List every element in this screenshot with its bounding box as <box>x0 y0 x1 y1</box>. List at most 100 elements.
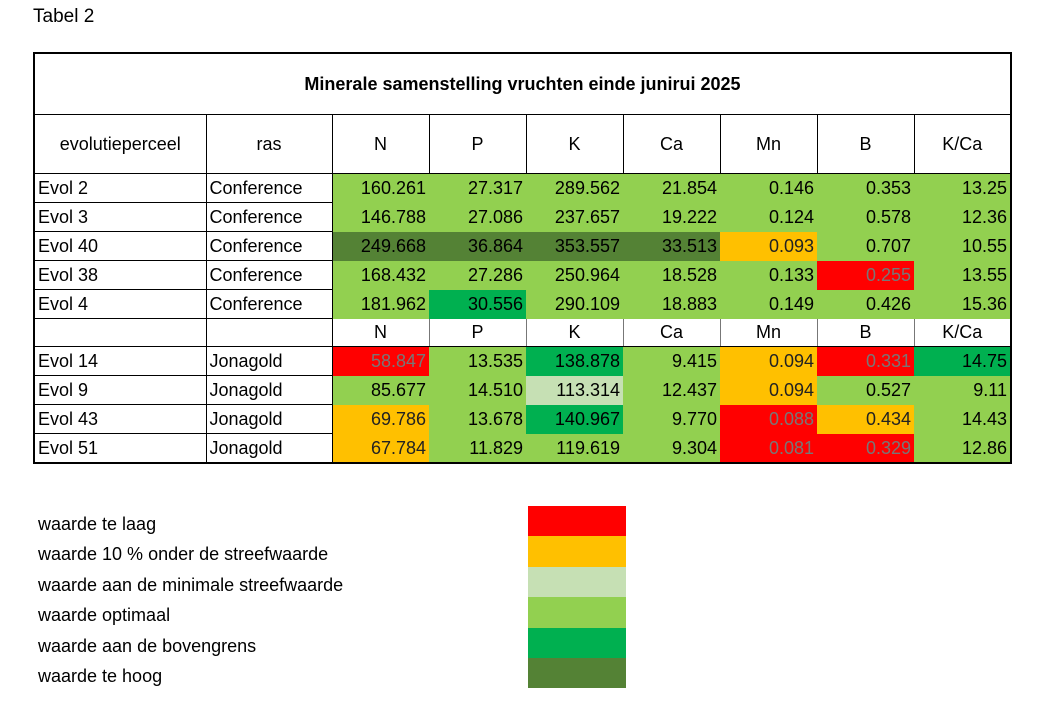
legend-label: waarde te laag <box>38 514 157 534</box>
legend-swatches <box>528 506 626 689</box>
column-header: ras <box>205 114 332 174</box>
header-row: evolutieperceel ras N P K Ca Mn B K/Ca <box>34 114 1011 174</box>
column-header: Ca <box>622 114 720 174</box>
value-cell: 289.562 <box>526 173 623 203</box>
ras-cell: Conference <box>206 202 333 232</box>
value-cell: 14.43 <box>914 404 1011 434</box>
table-row: Evol 9 Jonagold 85.677 14.510 113.314 12.437 0… <box>34 375 1011 405</box>
value-cell: 0.255 <box>817 260 914 290</box>
column-header: P <box>428 318 526 347</box>
value-cell: 27.317 <box>429 173 526 203</box>
ras-cell: Jonagold <box>206 346 333 376</box>
legend-swatch-onder <box>528 536 626 567</box>
value-cell: 27.286 <box>429 260 526 290</box>
ras-cell: Conference <box>206 260 333 290</box>
value-cell: 353.557 <box>526 231 623 261</box>
table-row: Evol 4 Conference 181.962 30.556 290.109 18.8… <box>34 289 1011 319</box>
value-cell: 146.788 <box>332 202 429 232</box>
value-cell: 13.25 <box>914 173 1011 203</box>
column-header: N <box>331 114 429 174</box>
value-cell: 249.668 <box>332 231 429 261</box>
subheader-row: N P K Ca Mn B K/Ca <box>34 318 1011 347</box>
perceel-cell: Evol 43 <box>34 404 207 434</box>
column-header: Mn <box>719 318 817 347</box>
value-cell: 0.707 <box>817 231 914 261</box>
column-header: K/Ca <box>913 114 1011 174</box>
legend-swatch-optimaal <box>528 597 626 628</box>
value-cell: 237.657 <box>526 202 623 232</box>
value-cell: 0.146 <box>720 173 817 203</box>
value-cell: 10.55 <box>914 231 1011 261</box>
value-cell: 36.864 <box>429 231 526 261</box>
table-caption: Tabel 2 <box>33 6 95 27</box>
value-cell: 113.314 <box>526 375 623 405</box>
table-title: Minerale samenstelling vruchten einde ju… <box>34 53 1011 115</box>
perceel-cell: Evol 51 <box>34 433 207 464</box>
value-cell: 138.878 <box>526 346 623 376</box>
value-cell: 0.434 <box>817 404 914 434</box>
column-header: P <box>428 114 526 174</box>
value-cell: 168.432 <box>332 260 429 290</box>
legend-label: waarde 10 % onder de streefwaarde <box>38 544 329 565</box>
perceel-cell: Evol 3 <box>34 202 207 232</box>
value-cell: 0.093 <box>720 231 817 261</box>
legend-label: waarde optimaal <box>38 605 171 626</box>
value-cell: 13.678 <box>429 404 526 434</box>
value-cell: 290.109 <box>526 289 623 319</box>
value-cell: 67.784 <box>332 433 429 463</box>
value-cell: 181.962 <box>332 289 429 319</box>
value-cell: 12.86 <box>914 433 1011 463</box>
ras-cell: Conference <box>206 289 333 319</box>
legend-label: waarde te hoog <box>38 665 163 686</box>
value-cell: 13.55 <box>914 260 1011 290</box>
ras-cell: Jonagold <box>206 404 333 434</box>
value-cell: 33.513 <box>623 231 720 261</box>
perceel-cell: Evol 9 <box>34 375 207 405</box>
value-cell: 9.11 <box>914 375 1011 405</box>
value-cell: 0.094 <box>720 346 817 376</box>
column-header: B <box>816 318 914 347</box>
value-cell: 14.510 <box>429 375 526 405</box>
value-cell: 21.854 <box>623 173 720 203</box>
value-cell: 0.088 <box>720 404 817 434</box>
value-cell: 0.124 <box>720 202 817 232</box>
table-row: Evol 14 Jonagold 58.847 13.535 138.878 9.415 0… <box>34 346 1011 376</box>
empty-cell <box>205 318 333 347</box>
value-cell: 19.222 <box>623 202 720 232</box>
table-row: Evol 2 Conference 160.261 27.317 289.562 21.8… <box>34 173 1011 203</box>
value-cell: 0.329 <box>817 433 914 463</box>
column-header: K <box>525 318 623 347</box>
value-cell: 18.883 <box>623 289 720 319</box>
legend-label: waarde aan de bovengrens <box>38 635 257 656</box>
ras-cell: Jonagold <box>206 433 333 464</box>
legend-swatch-te_hoog <box>528 657 626 689</box>
value-cell: 14.75 <box>914 346 1011 376</box>
perceel-cell: Evol 4 <box>34 289 207 319</box>
table-row: Evol 51 Jonagold 67.784 11.829 119.619 9.304 0… <box>34 433 1011 464</box>
ras-cell: Conference <box>206 231 333 261</box>
value-cell: 0.149 <box>720 289 817 319</box>
value-cell: 0.094 <box>720 375 817 405</box>
value-cell: 15.36 <box>914 289 1011 319</box>
value-cell: 0.527 <box>817 375 914 405</box>
table-row: Evol 43 Jonagold 69.786 13.678 140.967 9.770 0… <box>34 404 1011 434</box>
table-row: Evol 40 Conference 249.668 36.864 353.557 33.… <box>34 231 1011 261</box>
ras-cell: Jonagold <box>206 375 333 405</box>
value-cell: 140.967 <box>526 404 623 434</box>
table-row: Evol 3 Conference 146.788 27.086 237.657 19.2… <box>34 202 1011 232</box>
value-cell: 250.964 <box>526 260 623 290</box>
value-cell: 27.086 <box>429 202 526 232</box>
value-cell: 160.261 <box>332 173 429 203</box>
value-cell: 9.304 <box>623 433 720 463</box>
value-cell: 18.528 <box>623 260 720 290</box>
value-cell: 0.426 <box>817 289 914 319</box>
perceel-cell: Evol 2 <box>34 173 207 203</box>
value-cell: 0.331 <box>817 346 914 376</box>
perceel-cell: Evol 40 <box>34 231 207 261</box>
value-cell: 85.677 <box>332 375 429 405</box>
empty-cell <box>34 318 207 347</box>
column-header: N <box>331 318 429 347</box>
column-header: K <box>525 114 623 174</box>
color-legend: waarde te laag waarde 10 % onder de stree… <box>38 509 343 691</box>
value-cell: 58.847 <box>332 346 429 376</box>
